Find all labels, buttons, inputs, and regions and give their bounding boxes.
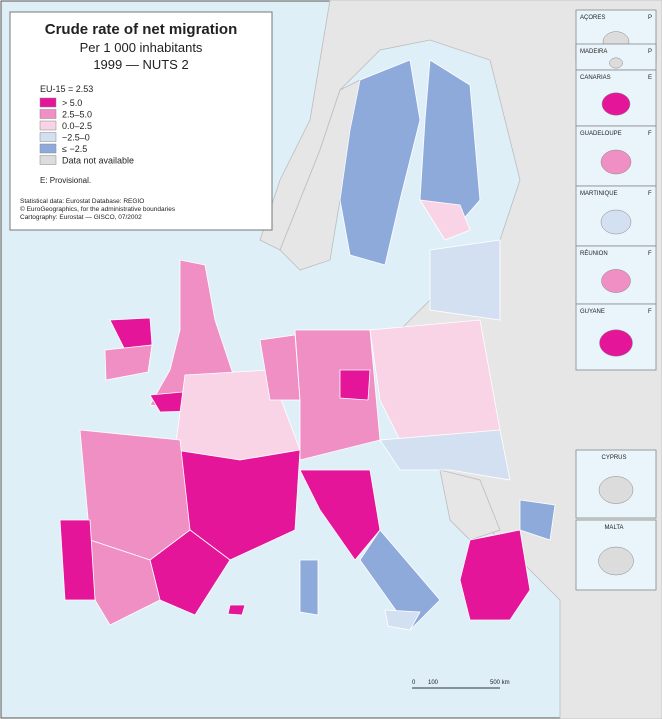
region: [59, 519, 96, 601]
legend-swatch: [39, 155, 57, 165]
legend-label: 0.0–2.5: [62, 121, 92, 131]
inset-country: E: [648, 75, 652, 81]
legend-label: Data not available: [62, 156, 134, 166]
region: [429, 239, 501, 321]
inset-name: MARTINIQUE: [580, 191, 618, 197]
land: [439, 469, 501, 541]
source-line: © EuroGeographics, for the administrativ…: [20, 205, 176, 213]
scale-label: 100: [428, 680, 439, 686]
region: [384, 609, 421, 631]
inset-country: F: [648, 251, 652, 257]
inset-island: [609, 57, 623, 69]
inset-island: [599, 329, 633, 357]
legend-swatch: [39, 132, 57, 142]
subtitle: Per 1 000 inhabitants: [80, 40, 203, 55]
inset-island: [598, 546, 634, 576]
legend-title: EU-15 = 2.53: [40, 84, 93, 94]
scale-label: 500 km: [490, 680, 510, 686]
region: [519, 499, 556, 541]
source-line: Cartography: Eurostat — GISCO, 07/2002: [20, 214, 142, 221]
inset-island: [600, 149, 632, 175]
inset-country: P: [648, 15, 652, 21]
inset-island: [601, 269, 631, 293]
inset-name: CANARIAS: [580, 75, 611, 81]
source-line: Statistical data: Eurostat Database: REG…: [20, 198, 144, 205]
inset-name: RÉUNION: [580, 250, 608, 257]
region: [79, 429, 191, 561]
inset-country: F: [648, 191, 652, 197]
inset-island: [601, 92, 631, 116]
legend-swatch: [39, 109, 57, 119]
inset-name: MADEIRA: [580, 49, 607, 55]
legend-label: 2.5–5.0: [62, 110, 92, 120]
period: 1999 — NUTS 2: [93, 57, 188, 72]
inset-name: AÇORES: [580, 15, 605, 21]
region: [104, 344, 153, 381]
region: [419, 199, 471, 241]
inset-country: P: [648, 49, 652, 55]
title: Crude rate of net migration: [45, 21, 238, 38]
inset-island: [600, 209, 632, 235]
region: [149, 529, 231, 616]
legend-swatch: [39, 143, 57, 154]
region: [339, 369, 371, 401]
inset-name: CYPRUS: [601, 455, 626, 461]
legend-swatch: [39, 120, 57, 131]
inset-island: [598, 476, 634, 504]
inset-name: GUYANE: [580, 309, 605, 315]
scale-label: 0: [412, 680, 416, 686]
inset-name: MALTA: [604, 525, 623, 531]
region: [299, 559, 319, 616]
inset-country: F: [648, 309, 652, 315]
region: [227, 604, 246, 616]
legend-label: > 5.0: [62, 98, 82, 108]
region: [294, 329, 381, 461]
inset-country: F: [648, 131, 652, 137]
region: [339, 59, 421, 266]
legend-label: −2.5–0: [62, 133, 90, 143]
legend-note: E: Provisional.: [40, 176, 91, 185]
legend-swatch: [39, 97, 57, 108]
legend-label: ≤ −2.5: [62, 144, 87, 154]
region: [299, 469, 381, 561]
inset-name: GUADELOUPE: [580, 131, 622, 137]
region: [379, 429, 511, 481]
